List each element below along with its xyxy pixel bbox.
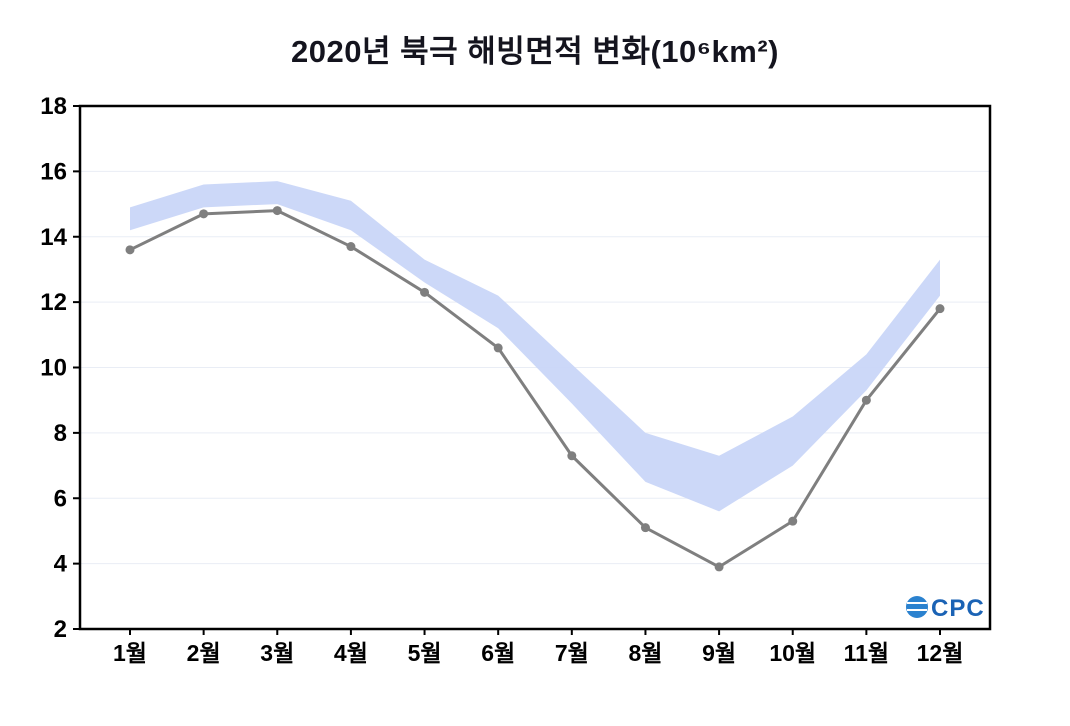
data-point xyxy=(493,343,503,353)
x-tick-label: 10월 xyxy=(769,640,816,666)
y-tick-label: 8 xyxy=(54,420,67,447)
sea-ice-line-chart: 2 4 6 8 10 12 14 16 18 1월 2월 3월 4월 5월 6월 7월 8월 9월 10월 11월 12… xyxy=(40,93,992,666)
data-point xyxy=(640,523,650,533)
data-point xyxy=(346,242,356,252)
x-tick-label: 8월 xyxy=(628,640,662,666)
climatology-band xyxy=(130,181,940,512)
data-point xyxy=(861,395,871,405)
x-tick-label: 4월 xyxy=(334,640,368,666)
data-point xyxy=(420,287,430,297)
x-tick-label: 7월 xyxy=(555,640,589,666)
chart-page: 2020년 북극 해빙면적 변화(10⁶km²) 2 4 6 8 10 12 14 16 18 1… xyxy=(0,26,1070,726)
y-tick-label: 14 xyxy=(40,224,67,251)
y-tick-label: 10 xyxy=(40,355,67,382)
data-point xyxy=(935,304,945,314)
globe-icon xyxy=(906,596,928,618)
x-tick-label: 9월 xyxy=(702,640,736,666)
data-point xyxy=(199,209,209,219)
chart-title: 2020년 북극 해빙면적 변화(10⁶km²) xyxy=(290,34,779,69)
y-tick-label: 6 xyxy=(54,485,67,512)
x-tick-label: 12월 xyxy=(917,640,964,666)
y-tick-label: 16 xyxy=(40,158,67,185)
data-point xyxy=(125,245,135,255)
logo-text: CPC xyxy=(931,595,985,622)
y-tick-label: 12 xyxy=(40,289,67,316)
ocpc-logo: CPC xyxy=(906,595,985,622)
x-tick-label: 2월 xyxy=(187,640,221,666)
x-tick-label: 1월 xyxy=(113,640,147,666)
y-tick-label: 4 xyxy=(54,551,68,578)
x-tick-label: 11월 xyxy=(844,640,889,666)
y-tick-label: 2 xyxy=(54,616,67,643)
y-tick-label: 18 xyxy=(40,93,67,120)
x-tick-label: 6월 xyxy=(481,640,515,666)
data-point xyxy=(714,562,724,572)
data-point xyxy=(272,206,282,216)
x-tick-label: 5월 xyxy=(408,640,442,666)
sea-ice-line xyxy=(128,209,942,569)
data-point xyxy=(788,516,798,526)
x-tick-label: 3월 xyxy=(260,640,294,666)
data-point xyxy=(567,451,577,461)
